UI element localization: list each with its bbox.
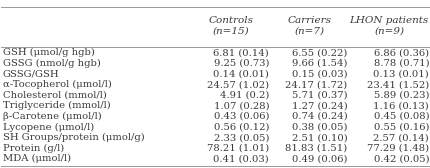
Text: 2.51 (0.10): 2.51 (0.10) (292, 133, 347, 142)
Text: Controls
(n=15): Controls (n=15) (208, 16, 253, 36)
Text: 5.89 (0.23): 5.89 (0.23) (374, 91, 429, 100)
Text: 6.86 (0.36): 6.86 (0.36) (374, 48, 429, 57)
Text: Carriers
(n=7): Carriers (n=7) (287, 16, 331, 36)
Text: 4.91 (0.2): 4.91 (0.2) (220, 91, 269, 100)
Text: 23.41 (1.52): 23.41 (1.52) (367, 80, 429, 89)
Text: MDA (μmol/l): MDA (μmol/l) (3, 154, 71, 163)
Text: 81.83 (1.51): 81.83 (1.51) (285, 144, 347, 153)
Text: 24.57 (1.02): 24.57 (1.02) (207, 80, 269, 89)
Text: SH Groups/protein (μmol/g): SH Groups/protein (μmol/g) (3, 133, 144, 142)
Text: 77.29 (1.48): 77.29 (1.48) (367, 144, 429, 153)
Text: 0.13 (0.01): 0.13 (0.01) (373, 70, 429, 79)
Text: Triglyceride (mmol/l): Triglyceride (mmol/l) (3, 101, 111, 110)
Text: GSSG (nmol/g hgb): GSSG (nmol/g hgb) (3, 59, 101, 68)
Text: 9.25 (0.73): 9.25 (0.73) (214, 59, 269, 68)
Text: 24.17 (1.72): 24.17 (1.72) (285, 80, 347, 89)
Text: 0.42 (0.05): 0.42 (0.05) (374, 154, 429, 163)
Text: 1.07 (0.28): 1.07 (0.28) (214, 101, 269, 110)
Text: 0.56 (0.12): 0.56 (0.12) (214, 122, 269, 132)
Text: 0.14 (0.01): 0.14 (0.01) (213, 70, 269, 79)
Text: Protein (g/l): Protein (g/l) (3, 144, 64, 153)
Text: 0.41 (0.03): 0.41 (0.03) (213, 154, 269, 163)
Text: 2.33 (0.05): 2.33 (0.05) (214, 133, 269, 142)
Text: 1.27 (0.24): 1.27 (0.24) (292, 101, 347, 110)
Text: 0.49 (0.06): 0.49 (0.06) (292, 154, 347, 163)
Text: 8.78 (0.71): 8.78 (0.71) (374, 59, 429, 68)
Text: 9.66 (1.54): 9.66 (1.54) (292, 59, 347, 68)
Text: 6.81 (0.14): 6.81 (0.14) (213, 48, 269, 57)
Text: 5.71 (0.37): 5.71 (0.37) (292, 91, 347, 100)
Text: 1.16 (0.13): 1.16 (0.13) (373, 101, 429, 110)
Text: Lycopene (μmol/l): Lycopene (μmol/l) (3, 122, 94, 132)
Text: β-Carotene (μmol/l): β-Carotene (μmol/l) (3, 112, 101, 121)
Text: 0.15 (0.03): 0.15 (0.03) (292, 70, 347, 79)
Text: 0.45 (0.08): 0.45 (0.08) (374, 112, 429, 121)
Text: GSH (μmol/g hgb): GSH (μmol/g hgb) (3, 48, 95, 57)
Text: 2.57 (0.14): 2.57 (0.14) (373, 133, 429, 142)
Text: α-Tocopherol (μmol/l): α-Tocopherol (μmol/l) (3, 80, 111, 89)
Text: GSSG/GSH: GSSG/GSH (3, 70, 59, 79)
Text: 0.74 (0.24): 0.74 (0.24) (292, 112, 347, 121)
Text: 0.43 (0.06): 0.43 (0.06) (214, 112, 269, 121)
Text: 78.21 (1.01): 78.21 (1.01) (207, 144, 269, 153)
Text: 0.38 (0.05): 0.38 (0.05) (292, 122, 347, 132)
Text: 0.55 (0.16): 0.55 (0.16) (374, 122, 429, 132)
Text: 6.55 (0.22): 6.55 (0.22) (292, 48, 347, 57)
Text: LHON patients
(n=9): LHON patients (n=9) (350, 16, 429, 36)
Text: Cholesterol (mmol/l): Cholesterol (mmol/l) (3, 91, 107, 100)
